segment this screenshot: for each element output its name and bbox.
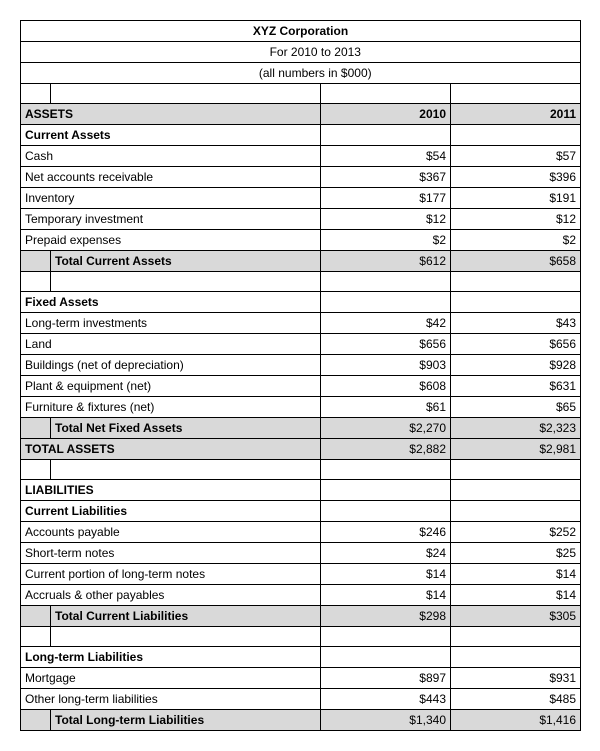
- assets-header: ASSETS: [21, 104, 321, 125]
- total-assets-row: TOTAL ASSETS $2,882 $2,981: [21, 439, 581, 460]
- balance-sheet-table: XYZ Corporation For 2010 to 2013 (all nu…: [20, 20, 581, 731]
- units: (all numbers in $000): [51, 63, 581, 84]
- spacer-row: [21, 84, 581, 104]
- table-row: Net accounts receivable$367$396: [21, 167, 581, 188]
- table-row: Inventory$177$191: [21, 188, 581, 209]
- company-row: XYZ Corporation: [21, 21, 581, 42]
- table-row: Temporary investment$12$12: [21, 209, 581, 230]
- table-row: Buildings (net of depreciation)$903$928: [21, 355, 581, 376]
- current-assets-title-row: Current Assets: [21, 125, 581, 146]
- current-assets-title: Current Assets: [21, 125, 321, 146]
- table-row: Land$656$656: [21, 334, 581, 355]
- table-row: Accounts payable$246$252: [21, 522, 581, 543]
- total-current-assets-row: Total Current Assets $612 $658: [21, 251, 581, 272]
- total-longterm-liab-row: Total Long-term Liabilities $1,340 $1,41…: [21, 710, 581, 731]
- table-row: Current portion of long-term notes$14$14: [21, 564, 581, 585]
- total-fixed-assets-row: Total Net Fixed Assets $2,270 $2,323: [21, 418, 581, 439]
- period: For 2010 to 2013: [51, 42, 581, 63]
- table-row: Plant & equipment (net)$608$631: [21, 376, 581, 397]
- table-row: Mortgage$897$931: [21, 668, 581, 689]
- table-row: Furniture & fixtures (net)$61$65: [21, 397, 581, 418]
- fixed-assets-title: Fixed Assets: [21, 292, 321, 313]
- table-row: Cash$54$57: [21, 146, 581, 167]
- total-current-liab-row: Total Current Liabilities $298 $305: [21, 606, 581, 627]
- table-row: Prepaid expenses$2$2: [21, 230, 581, 251]
- col-year1: 2010: [321, 104, 451, 125]
- period-row: For 2010 to 2013: [21, 42, 581, 63]
- company-name: XYZ Corporation: [21, 21, 581, 42]
- col-year2: 2011: [451, 104, 581, 125]
- table-row: Accruals & other payables$14$14: [21, 585, 581, 606]
- fixed-assets-title-row: Fixed Assets: [21, 292, 581, 313]
- table-row: Other long-term liabilities$443$485: [21, 689, 581, 710]
- liabilities-header-row: LIABILITIES: [21, 480, 581, 501]
- longterm-liab-title-row: Long-term Liabilities: [21, 647, 581, 668]
- spacer-row: [21, 460, 581, 480]
- assets-header-row: ASSETS 2010 2011: [21, 104, 581, 125]
- table-row: Long-term investments$42$43: [21, 313, 581, 334]
- current-liab-title-row: Current Liabilities: [21, 501, 581, 522]
- liabilities-header: LIABILITIES: [21, 480, 321, 501]
- spacer-row: [21, 627, 581, 647]
- longterm-liab-title: Long-term Liabilities: [21, 647, 321, 668]
- current-liab-title: Current Liabilities: [21, 501, 321, 522]
- table-row: Short-term notes$24$25: [21, 543, 581, 564]
- units-row: (all numbers in $000): [21, 63, 581, 84]
- spacer-row: [21, 272, 581, 292]
